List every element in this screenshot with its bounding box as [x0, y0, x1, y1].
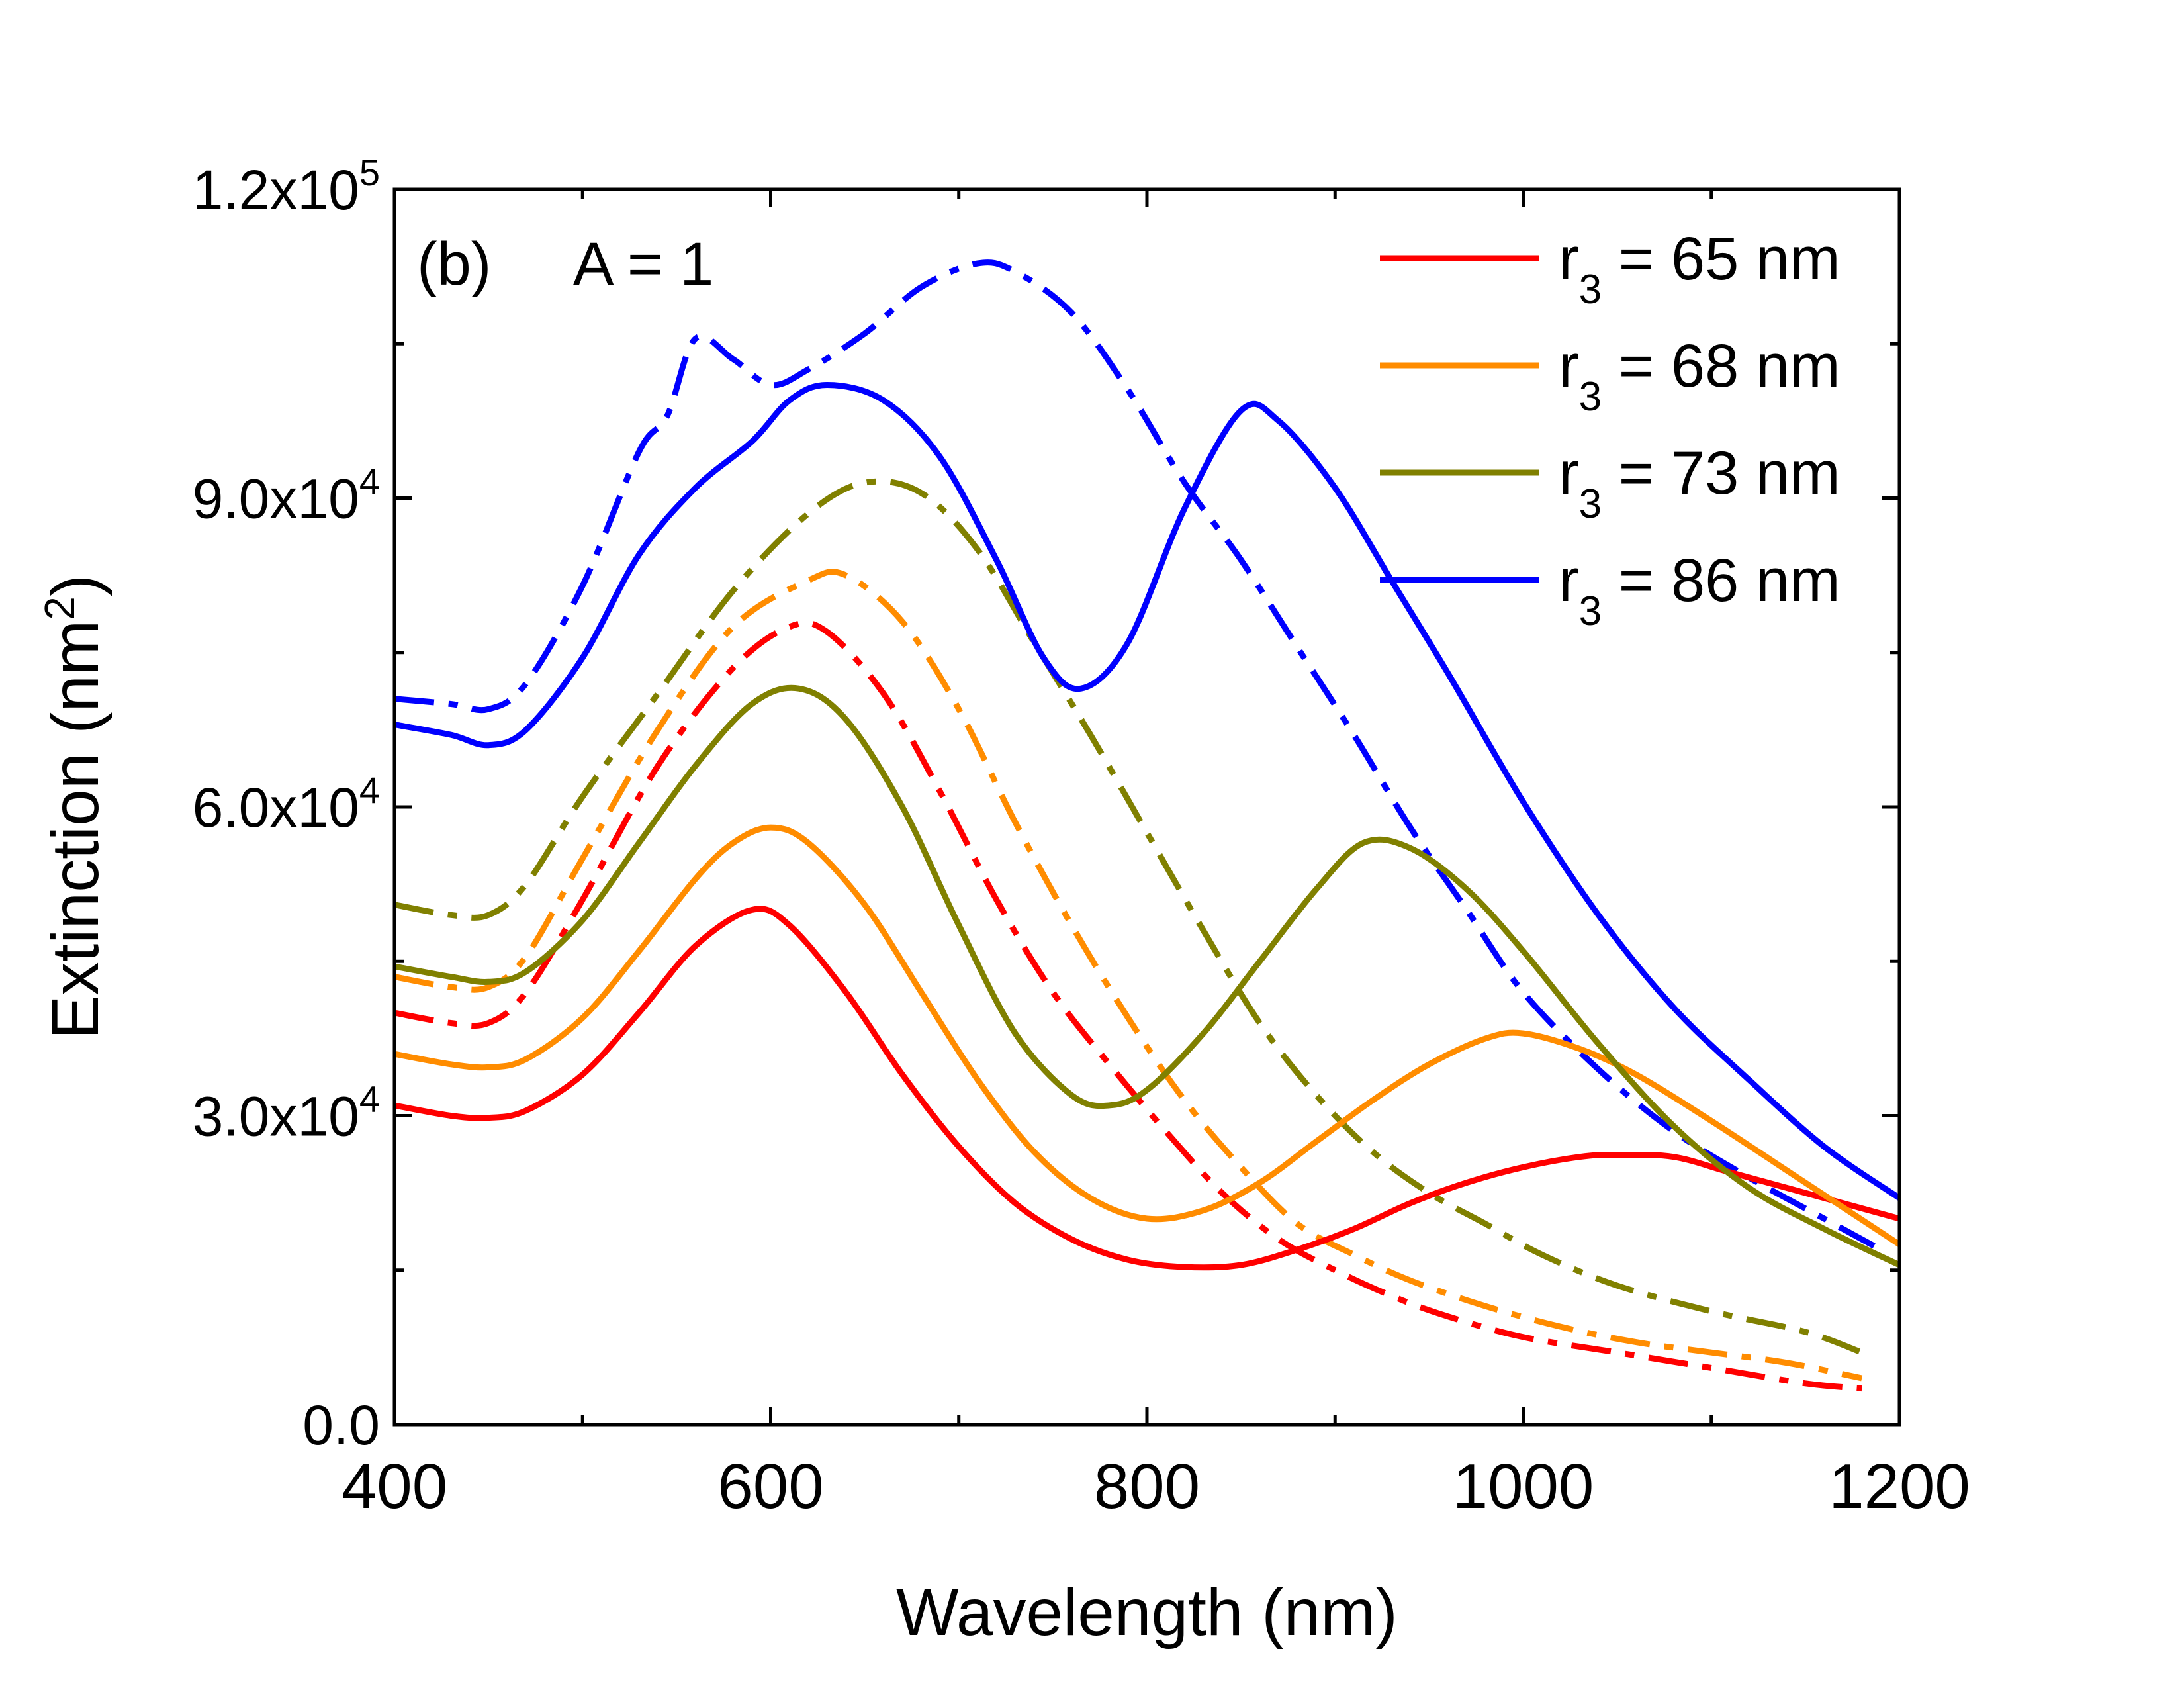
y-tick-label: 6.0x104: [193, 769, 380, 839]
legend: r3 = 65 nm r3 = 68 nm r3 = 73 nm r3 = 86 nm: [1380, 225, 1841, 634]
y-tick-label: 9.0x104: [193, 461, 380, 530]
x-tick-label: 1200: [1829, 1451, 1970, 1522]
series-layer: [394, 259, 1901, 1392]
axis-ticks: 400 600 800 1000 1200 0.0 3.0x104 6.0x104 9.0x10…: [193, 152, 1970, 1522]
x-tick-label: 600: [717, 1451, 823, 1522]
y-tick-label: 0.0: [302, 1394, 380, 1456]
series-line-7: [394, 478, 1863, 1356]
series-line-2: [394, 824, 1901, 1247]
series-line-3: [394, 684, 1901, 1268]
x-axis-title: Wavelength (nm): [896, 1575, 1398, 1650]
annotation-a: A = 1: [573, 230, 713, 298]
legend-label-2: r3 = 68 nm: [1559, 332, 1841, 420]
y-tick-label: 3.0x104: [193, 1078, 380, 1148]
x-tick-label: 400: [341, 1451, 447, 1522]
x-tick-label: 800: [1094, 1451, 1200, 1522]
legend-label-3: r3 = 73 nm: [1559, 440, 1841, 527]
series-line-5: [394, 620, 1862, 1392]
x-tick-label: 1000: [1453, 1451, 1594, 1522]
series-line-1: [394, 906, 1901, 1271]
y-tick-label: 1.2x105: [193, 152, 380, 221]
legend-label-4: r3 = 86 nm: [1559, 547, 1841, 634]
series-line-4: [394, 382, 1901, 1201]
panel-label: (b): [417, 230, 491, 298]
legend-label-1: r3 = 65 nm: [1559, 225, 1841, 312]
series-line-6: [394, 569, 1863, 1382]
y-axis-title: Extinction (nm2): [36, 575, 113, 1039]
